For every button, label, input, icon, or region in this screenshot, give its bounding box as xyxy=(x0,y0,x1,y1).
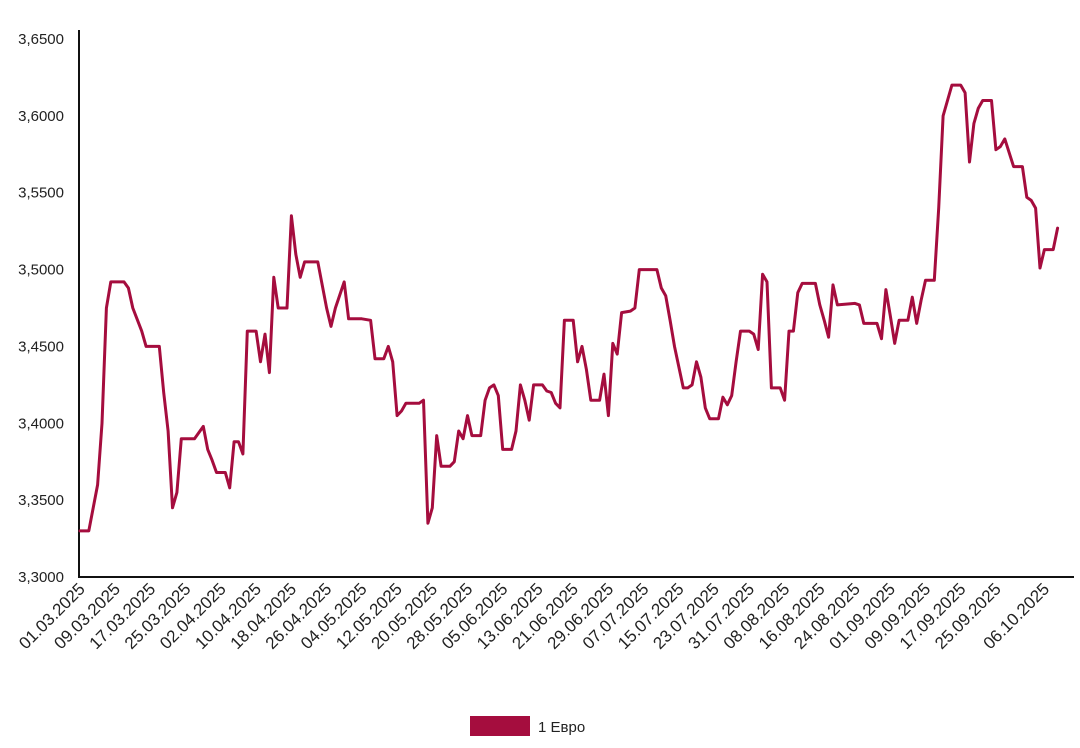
y-tick-label: 3,5500 xyxy=(18,185,64,202)
series-group xyxy=(78,83,1060,533)
y-tick-label: 3,3500 xyxy=(18,492,64,509)
legend-swatch xyxy=(470,716,530,736)
y-tick-label: 3,5000 xyxy=(18,262,64,279)
x-axis-tick-labels: 01.03.202509.03.202517.03.202525.03.2025… xyxy=(15,579,1053,653)
y-tick-label: 3,6500 xyxy=(18,31,64,48)
y-tick-label: 3,4500 xyxy=(18,338,64,355)
legend-label: 1 Евро xyxy=(538,719,585,736)
y-tick-label: 3,3000 xyxy=(18,569,64,586)
y-tick-label: 3,6000 xyxy=(18,108,64,125)
series-line xyxy=(78,83,1060,533)
y-tick-label: 3,4000 xyxy=(18,415,64,432)
y-axis-tick-labels: 3,3000 3,3500 3,4000 3,4500 3,5000 3,5500 3,60… xyxy=(18,31,64,586)
legend: 1 Евро xyxy=(470,716,585,736)
